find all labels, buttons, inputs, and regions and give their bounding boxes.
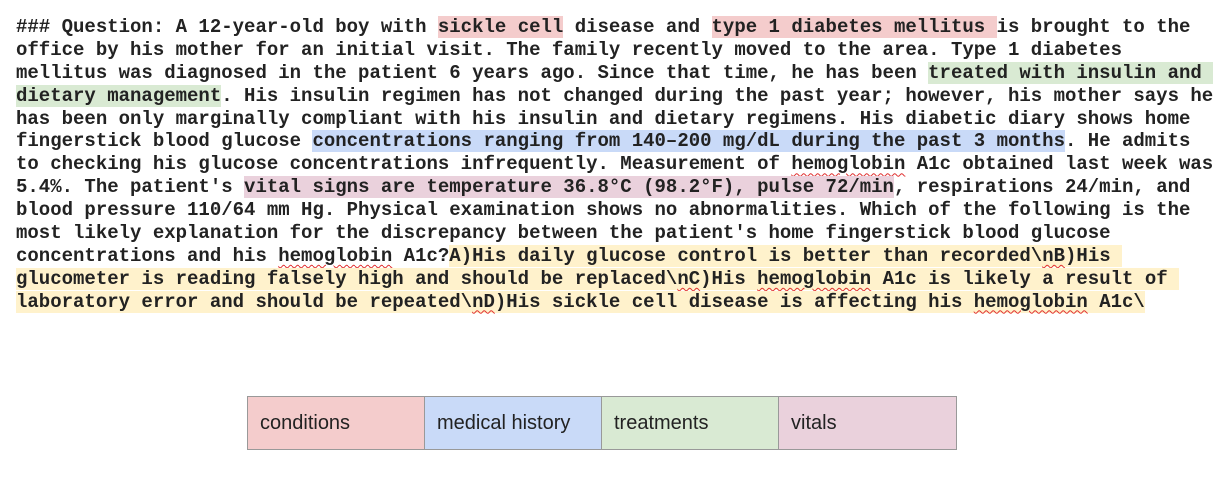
text-line: has been only marginally compliant with … <box>16 108 1213 131</box>
text-segment: has been only marginally compliant with … <box>16 107 1191 130</box>
text-segment: A1c? <box>392 244 450 267</box>
text-segment: hemoglobin <box>791 153 906 176</box>
text-segment: . He admits <box>1064 130 1191 153</box>
highlight-answers: )His sickle cell disease is affecting hi… <box>494 290 974 313</box>
text-segment: hemoglobin <box>278 244 393 267</box>
highlight-answers: nB <box>1042 244 1066 267</box>
highlight-treatments: treated with insulin and <box>928 61 1214 84</box>
text-line: glucometer is reading falsely high and s… <box>16 267 1213 291</box>
legend-conditions: conditions <box>248 397 425 449</box>
text-segment: A1c obtained last week was <box>905 153 1214 176</box>
text-line: most likely explanation for the discrepa… <box>16 222 1213 245</box>
highlight-answers: nC <box>677 267 701 290</box>
highlight-answers: laboratory error and should be repeated\ <box>16 290 473 313</box>
text-segment: mellitus was diagnosed in the patient 6 … <box>16 61 929 84</box>
text-segment: ### Question: A 12-year-old boy with <box>16 16 438 38</box>
text-segment: to checking his glucose concentrations i… <box>16 153 792 176</box>
highlight-answers: A)His daily glucose control is better th… <box>449 244 1043 267</box>
text-line: to checking his glucose concentrations i… <box>16 153 1213 176</box>
text-line: blood pressure 110/64 mm Hg. Physical ex… <box>16 199 1213 222</box>
text-segment: concentrations and his <box>16 244 279 267</box>
text-line: fingerstick blood glucose concentrations… <box>16 130 1213 153</box>
highlight-medical-history: concentrations ranging from 140–200 mg/d… <box>312 130 1065 153</box>
legend-vitals: vitals <box>779 397 956 449</box>
question-text: ### Question: A 12-year-old boy with sic… <box>16 16 1213 314</box>
highlight-answers: A1c is likely a result of <box>871 267 1180 290</box>
text-segment: most likely explanation for the discrepa… <box>16 222 1111 245</box>
text-line: dietary management. His insulin regimen … <box>16 84 1214 108</box>
text-segment: 5.4%. The patient's <box>16 176 245 199</box>
highlight-answers: hemoglobin <box>973 290 1088 313</box>
highlight-legend: conditions medical history treatments vi… <box>247 396 957 450</box>
text-line: 5.4%. The patient's vital signs are temp… <box>16 176 1213 199</box>
text-segment: fingerstick blood glucose <box>16 130 313 153</box>
highlight-treatments: dietary management <box>16 84 222 107</box>
legend-label: medical history <box>437 411 571 434</box>
text-line: office by his mother for an initial visi… <box>16 39 1213 62</box>
highlight-answers: nD <box>472 290 495 313</box>
highlight-conditions: sickle cell <box>437 16 564 38</box>
legend-medical-history: medical history <box>425 397 602 449</box>
text-line: ### Question: A 12-year-old boy with sic… <box>16 16 1213 39</box>
highlight-answers: )His <box>1065 244 1123 267</box>
highlight-vitals: vital signs are temperature 36.8°C (98.2… <box>244 176 894 199</box>
text-line: concentrations and his hemoglobin A1c?A)… <box>16 244 1213 268</box>
text-line: laboratory error and should be repeated\… <box>16 290 1213 314</box>
text-segment: . His insulin regimen has not changed du… <box>221 84 1214 107</box>
highlight-answers: )His <box>700 267 758 290</box>
legend-label: conditions <box>260 411 351 434</box>
text-segment: disease and <box>563 16 712 38</box>
text-line: mellitus was diagnosed in the patient 6 … <box>16 61 1214 85</box>
highlight-answers: glucometer is reading falsely high and s… <box>16 267 678 290</box>
text-segment: is brought to the <box>996 16 1191 38</box>
text-segment: office by his mother for an initial visi… <box>16 38 1122 61</box>
highlight-answers: A1c\ <box>1087 290 1145 313</box>
text-segment: , respirations 24/min, and <box>893 176 1191 199</box>
text-segment: blood pressure 110/64 mm Hg. Physical ex… <box>16 199 1191 222</box>
legend-label: treatments <box>614 411 709 434</box>
legend-treatments: treatments <box>602 397 779 449</box>
highlight-answers: hemoglobin <box>757 267 872 290</box>
legend-label: vitals <box>791 411 837 434</box>
highlight-conditions: type 1 diabetes mellitus <box>711 16 997 38</box>
